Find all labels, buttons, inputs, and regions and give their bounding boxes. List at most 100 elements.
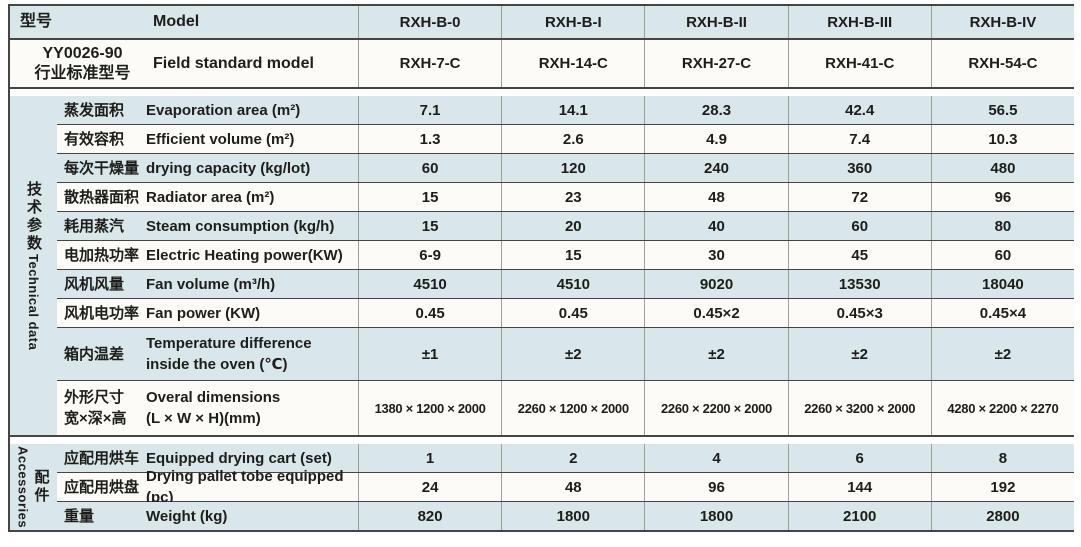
value-cell: 2260 × 1200 × 2000 (501, 381, 644, 435)
value-cell: 15 (358, 183, 501, 211)
value-cell: 60 (930, 241, 1074, 269)
value-cell: 0.45×3 (787, 299, 931, 327)
value-cell: 56.5 (930, 96, 1074, 124)
row-label: YY0026-90 行业标准型号 Field standard model (10, 40, 358, 87)
value-cell: ±2 (787, 328, 931, 380)
technical-data-section: 技术参数 Technical data 蒸发面积 Evaporation are… (10, 96, 1074, 437)
table-row: YY0026-90 行业标准型号 Field standard model RX… (10, 40, 1074, 87)
group-label-zh: 技术参数 (25, 180, 42, 253)
value-cell: 1 (358, 444, 501, 472)
row-label-zh: 有效容积 (64, 130, 125, 148)
group-label-zh: 配件 (32, 469, 50, 505)
value-cell: 60 (787, 212, 931, 240)
value-cell: 48 (501, 473, 644, 501)
value-cell: 96 (644, 473, 787, 501)
value-cell: 72 (787, 183, 931, 211)
value-cell: 4510 (501, 270, 644, 298)
model-cell: RXH-B-IV (930, 6, 1074, 38)
value-cell: 28.3 (644, 96, 787, 124)
model-cell: RXH-B-III (787, 6, 931, 38)
row-label-en: Field standard model (153, 54, 314, 72)
row-label-en: Fan power (KW) (146, 304, 261, 322)
model-cell: RXH-41-C (787, 40, 931, 87)
value-cell: 80 (930, 212, 1074, 240)
value-cell: ±2 (930, 328, 1074, 380)
table-row: 重量 Weight (kg) 820 1800 1800 2100 2800 (57, 502, 1074, 530)
value-cell: 60 (358, 154, 501, 182)
value-cell: 4510 (358, 270, 501, 298)
section-gap (10, 89, 1074, 96)
table-row: 外形尺寸 宽×深×高 Overal dimensions (L × W × H)… (57, 381, 1074, 435)
row-label-zh: 箱内温差 (64, 345, 125, 363)
technical-data-group-label: 技术参数 Technical data (10, 96, 57, 435)
model-cell: RXH-B-I (501, 6, 644, 38)
table-row: 蒸发面积 Evaporation area (m²) 7.1 14.1 28.3… (57, 96, 1074, 125)
row-label-zh: 蒸发面积 (64, 101, 125, 119)
table-row: 应配用烘盘 Drying pallet tobe equipped (pc) 2… (57, 468, 1074, 506)
value-cell: 13530 (787, 270, 931, 298)
accessories-rows: 应配用烘车 Equipped drying cart (set) 1 2 4 6… (57, 444, 1074, 530)
group-label-en: Accessories (15, 445, 31, 529)
row-label-zh: 型号 (20, 13, 53, 30)
row-label-zh: 应配用烘盘 (64, 478, 140, 496)
row-label-en: Efficient volume (m²) (146, 130, 295, 148)
row-label-en: Model (153, 13, 200, 30)
value-cell: 4.9 (644, 125, 787, 153)
table-row: 电加热功率 Electric Heating power(KW) 6-9 15 … (57, 241, 1074, 270)
technical-data-rows: 蒸发面积 Evaporation area (m²) 7.1 14.1 28.3… (57, 96, 1074, 435)
value-cell: 10.3 (930, 125, 1074, 153)
table-row: 每次干燥量 drying capacity (kg/lot) 60 120 24… (57, 154, 1074, 183)
value-cell: 9020 (644, 270, 787, 298)
row-label-en: Radiator area (m²) (146, 188, 275, 206)
value-cell: 2.6 (501, 125, 644, 153)
row-label-zh: 每次干燥量 (64, 159, 140, 177)
model-header-section: 型号 Model RXH-B-0 RXH-B-I RXH-B-II RXH-B-… (10, 6, 1074, 89)
value-cell: 0.45×4 (930, 299, 1074, 327)
row-label-en: Fan volume (m³/h) (146, 275, 276, 293)
value-cell: 4280 × 2200 × 2270 (930, 381, 1074, 435)
row-label-en: Electric Heating power(KW) (146, 246, 343, 264)
value-cell: 120 (501, 154, 644, 182)
value-cell: 2260 × 3200 × 2000 (787, 381, 931, 435)
value-cell: 1800 (644, 502, 787, 530)
model-cell: RXH-7-C (358, 40, 501, 87)
row-label-en: Temperature difference inside the oven (… (146, 335, 312, 373)
row-label-en: Drying pallet tobe equipped (pc) (146, 468, 344, 506)
value-cell: ±2 (644, 328, 787, 380)
row-label: 型号 Model (10, 6, 358, 38)
value-cell: 360 (787, 154, 931, 182)
value-cell: 18040 (930, 270, 1074, 298)
value-cell: 15 (501, 241, 644, 269)
value-cell: 7.1 (358, 96, 501, 124)
row-label-zh: 电加热功率 (64, 246, 140, 264)
row-label-en: Overal dimensions (L × W × H)(mm) (146, 389, 281, 427)
value-cell: 1380 × 1200 × 2000 (358, 381, 501, 435)
table-row: 风机风量 Fan volume (m³/h) 4510 4510 9020 13… (57, 270, 1074, 299)
row-label-zh: 重量 (64, 507, 95, 525)
model-cell: RXH-54-C (930, 40, 1074, 87)
table-row: 散热器面积 Radiator area (m²) 15 23 48 72 96 (57, 183, 1074, 212)
value-cell: 2260 × 2200 × 2000 (644, 381, 787, 435)
section-gap (10, 437, 1074, 444)
value-cell: 192 (930, 473, 1074, 501)
model-cell: RXH-B-II (644, 6, 787, 38)
value-cell: 24 (358, 473, 501, 501)
value-cell: 6-9 (358, 241, 501, 269)
accessories-section: Accessories 配件 应配用烘车 Equipped drying car… (10, 444, 1074, 532)
value-cell: ±1 (358, 328, 501, 380)
value-cell: 480 (930, 154, 1074, 182)
table-row: 耗用蒸汽 Steam consumption (kg/h) 15 20 40 6… (57, 212, 1074, 241)
row-label-en: Evaporation area (m²) (146, 101, 301, 119)
row-label-en: drying capacity (kg/lot) (146, 159, 311, 177)
value-cell: 15 (358, 212, 501, 240)
value-cell: 48 (644, 183, 787, 211)
model-cell: RXH-27-C (644, 40, 787, 87)
spec-table: 型号 Model RXH-B-0 RXH-B-I RXH-B-II RXH-B-… (8, 4, 1074, 532)
value-cell: 40 (644, 212, 787, 240)
table-row: 有效容积 Efficient volume (m²) 1.3 2.6 4.9 7… (57, 125, 1074, 154)
accessories-group-label: Accessories 配件 (10, 444, 57, 530)
value-cell: 20 (501, 212, 644, 240)
table-row: 风机电功率 Fan power (KW) 0.45 0.45 0.45×2 0.… (57, 299, 1074, 328)
value-cell: 0.45 (501, 299, 644, 327)
